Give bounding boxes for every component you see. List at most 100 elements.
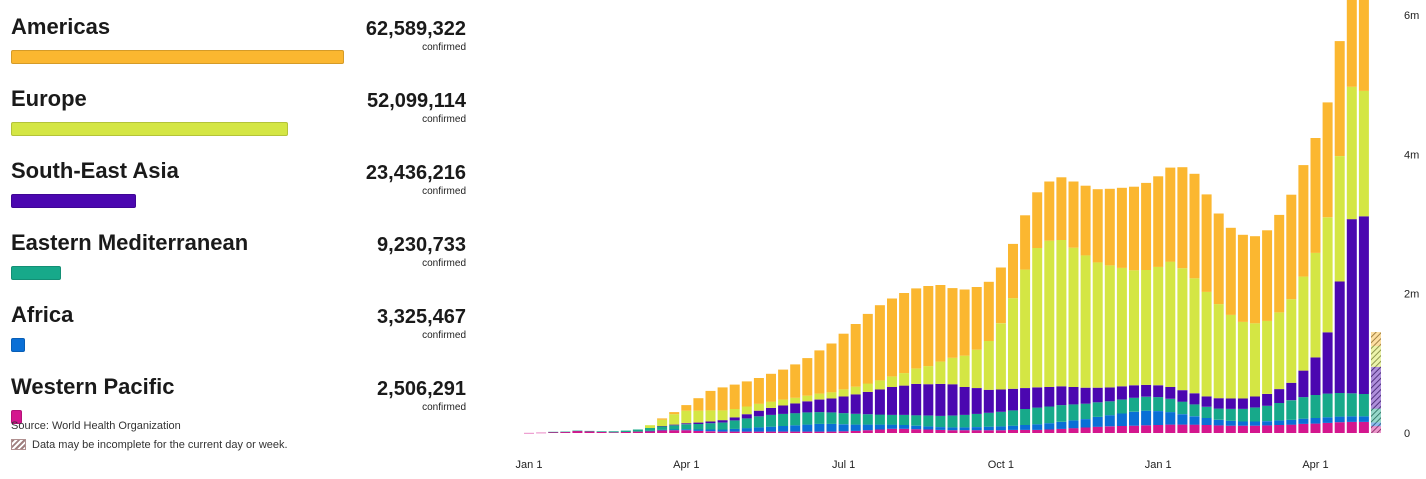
bar-segment-europe <box>1080 255 1091 388</box>
bar-segment-americas <box>1237 234 1248 322</box>
bar-segment-americas <box>826 343 837 393</box>
bar-segment-europe <box>1092 262 1103 388</box>
bar-segment-africa <box>1008 425 1018 430</box>
bar-segment-europe <box>971 349 982 388</box>
bar-segment-eastern-mediterranean <box>1153 397 1164 411</box>
bar-segment-americas <box>1020 215 1031 270</box>
bar-segment-africa <box>1250 421 1260 426</box>
confirmed-label: confirmed <box>422 402 466 413</box>
region-name: Europe <box>11 86 87 111</box>
bar-segment-africa <box>1080 419 1091 428</box>
bar-segment-europe <box>947 357 958 385</box>
bar-segment-africa <box>645 430 655 432</box>
bar-segment-eastern-mediterranean <box>802 412 813 425</box>
bar-segment-western-pacific <box>874 429 885 433</box>
bar-segment-western-pacific <box>548 432 559 433</box>
bar-segment-africa <box>705 429 716 432</box>
bar-segment-western-pacific <box>1153 425 1164 433</box>
bar-segment-europe <box>1262 320 1273 394</box>
bar-segment-africa <box>1286 419 1297 425</box>
bar-segment-eastern-mediterranean <box>947 415 958 428</box>
bar-segment-western-pacific <box>850 430 861 433</box>
x-tick-label: Apr 1 <box>673 459 699 471</box>
bar-segment-western-pacific <box>729 431 740 433</box>
bar-segment-europe <box>717 410 728 421</box>
bar-segment-americas <box>1310 138 1321 253</box>
bar-segment-europe <box>1310 252 1321 358</box>
bar-segment-eastern-mediterranean <box>959 414 970 428</box>
bar-segment-south-east-asia <box>1201 396 1212 407</box>
bar-segment-south-east-asia <box>766 407 776 415</box>
bar-segment-western-pacific <box>1104 426 1115 433</box>
bar-segment-africa <box>911 425 922 430</box>
x-tick-label: Apr 1 <box>1302 459 1328 471</box>
bar-segment-africa <box>669 429 680 431</box>
bar-segment-south-east-asia <box>669 424 680 426</box>
confirmed-label: confirmed <box>422 258 466 269</box>
bar-segment-western-pacific <box>669 430 680 433</box>
bar-segment-south-east-asia <box>1008 388 1018 411</box>
bar-segment-americas <box>705 390 716 411</box>
bar-segment-western-pacific <box>1116 426 1127 433</box>
bar-segment-eastern-mediterranean <box>1334 392 1345 417</box>
bar-segment-eastern-mediterranean <box>753 416 764 428</box>
incomplete-hatch <box>1371 366 1381 409</box>
bar-segment-eastern-mediterranean <box>645 428 655 431</box>
bar-segment-south-east-asia <box>693 422 704 424</box>
bar-segment-western-pacific <box>1056 428 1067 433</box>
bar-segment-western-pacific <box>1092 426 1103 433</box>
confirmed-label: confirmed <box>422 42 466 53</box>
bar-segment-western-pacific <box>814 431 825 433</box>
bar-segment-europe <box>1334 156 1345 282</box>
bar-segment-americas <box>1153 176 1164 267</box>
bar-segment-western-pacific <box>645 430 655 433</box>
bar-segment-africa <box>838 424 849 432</box>
bar-segment-eastern-mediterranean <box>935 415 946 427</box>
bar-segment-americas <box>1346 0 1357 87</box>
bar-segment-africa <box>778 426 789 432</box>
bar-segment-eastern-mediterranean <box>572 430 583 432</box>
y-tick-label: 2m <box>1404 289 1419 301</box>
bar-segment-africa <box>923 426 934 430</box>
bar-segment-south-east-asia <box>971 388 982 414</box>
region-name: Americas <box>11 14 111 39</box>
bar-segment-eastern-mediterranean <box>899 414 910 425</box>
bar-segment-europe <box>1286 299 1297 383</box>
bar-segment-europe <box>705 410 716 422</box>
bar-segment-western-pacific <box>923 429 934 433</box>
bar-segment-americas <box>995 267 1006 324</box>
bar-segment-africa <box>1358 416 1369 422</box>
bar-segment-europe <box>1177 268 1188 391</box>
bar-segment-south-east-asia <box>983 389 994 413</box>
bar-segment-eastern-mediterranean <box>778 413 789 426</box>
bar-segment-americas <box>1286 194 1297 300</box>
region-row-europe: Europe 52,099,114 confirmed <box>11 86 471 156</box>
region-name: Western Pacific <box>11 374 175 399</box>
incomplete-hatch <box>1371 422 1381 427</box>
bar-segment-eastern-mediterranean <box>705 423 716 430</box>
bar-segment-western-pacific <box>717 431 728 433</box>
bar-segment-south-east-asia <box>899 385 910 415</box>
bar-segment-western-pacific <box>584 431 595 433</box>
bar-segment-eastern-mediterranean <box>1201 406 1212 418</box>
bar-segment-eastern-mediterranean <box>1056 405 1067 422</box>
bar-segment-americas <box>1068 181 1079 248</box>
bar-segment-africa <box>1032 424 1043 430</box>
bar-segment-eastern-mediterranean <box>1237 409 1248 422</box>
bar-segment-south-east-asia <box>1225 398 1236 409</box>
incomplete-hatch <box>1371 426 1381 433</box>
bar-segment-western-pacific <box>971 430 982 433</box>
bar-segment-south-east-asia <box>1032 387 1043 408</box>
bar-segment-africa <box>1104 415 1115 427</box>
bar-segment-south-east-asia <box>862 391 873 415</box>
bar-segment-americas <box>741 381 752 407</box>
bar-segment-south-east-asia <box>1286 382 1297 401</box>
bar-segment-europe <box>1237 321 1248 399</box>
region-name: South-East Asia <box>11 158 179 183</box>
bar-segment-africa <box>1225 420 1236 426</box>
bar-segment-eastern-mediterranean <box>1020 409 1031 425</box>
bar-segment-americas <box>1322 102 1333 218</box>
bar-segment-western-pacific <box>1213 425 1224 433</box>
bar-segment-western-pacific <box>947 430 958 433</box>
bar-segment-africa <box>862 424 873 431</box>
